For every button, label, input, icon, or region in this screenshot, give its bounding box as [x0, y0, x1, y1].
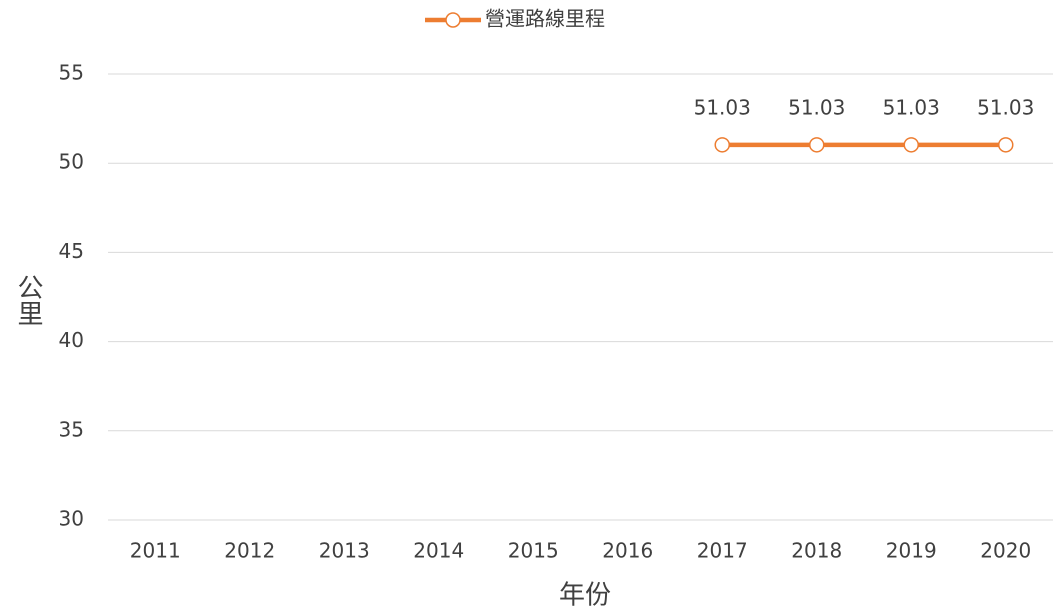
y-tick-label: 55 — [59, 61, 84, 85]
x-tick-label: 2013 — [319, 539, 370, 563]
x-tick-label: 2011 — [130, 539, 181, 563]
data-label: 51.03 — [788, 95, 845, 119]
y-tick-label: 45 — [59, 239, 84, 263]
y-axis-title: 公里 — [13, 274, 43, 326]
x-tick-label: 2020 — [980, 539, 1031, 563]
x-tick-label: 2015 — [508, 539, 559, 563]
y-tick-label: 40 — [59, 328, 84, 352]
point-marker — [998, 137, 1014, 153]
x-tick-label: 2012 — [224, 539, 275, 563]
data-label: 51.03 — [694, 95, 751, 119]
y-tick-label: 35 — [59, 417, 84, 441]
point-marker — [903, 137, 919, 153]
point-marker — [809, 137, 825, 153]
data-label: 51.03 — [977, 95, 1034, 119]
legend-label: 營運路線里程 — [485, 7, 605, 31]
y-tick-label: 50 — [59, 150, 84, 174]
data-label: 51.03 — [883, 95, 940, 119]
x-tick-label: 2019 — [886, 539, 937, 563]
point-marker — [714, 137, 730, 153]
x-tick-label: 2017 — [697, 539, 748, 563]
x-tick-label: 2016 — [602, 539, 653, 563]
legend-marker — [445, 12, 461, 28]
x-tick-label: 2014 — [413, 539, 464, 563]
y-tick-label: 30 — [59, 507, 84, 531]
x-axis-title: 年份 — [559, 581, 611, 611]
x-tick-label: 2018 — [791, 539, 842, 563]
